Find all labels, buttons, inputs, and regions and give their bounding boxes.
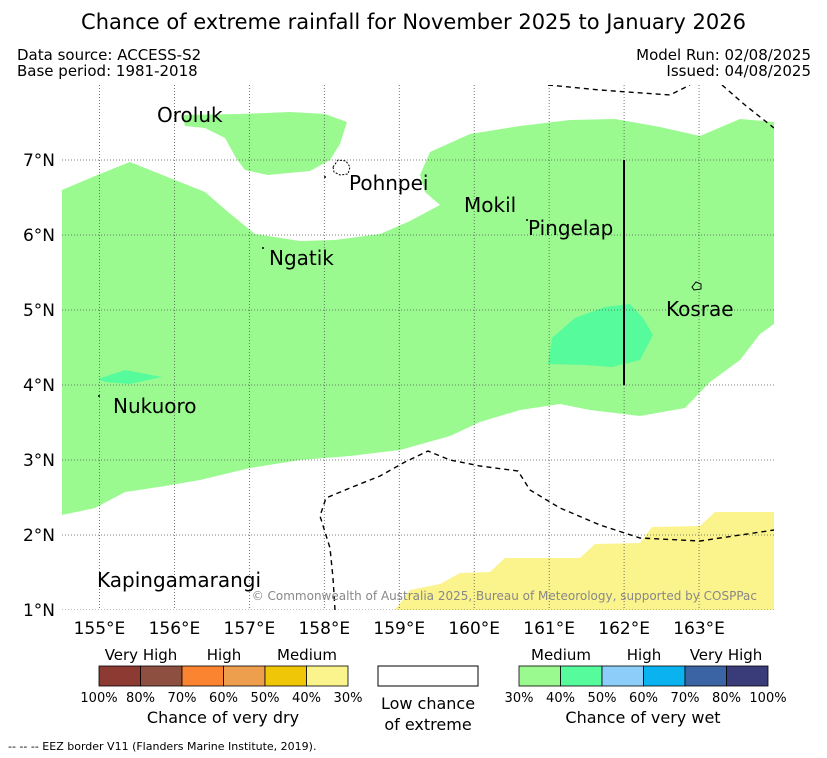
lat-tick-label: 5°N (23, 301, 55, 321)
model-run: Model Run: 02/08/2025 (636, 46, 811, 64)
place-label-pohnpei: Pohnpei (349, 171, 429, 195)
lat-tick-label: 4°N (23, 376, 55, 396)
dry-tick-label: 60% (209, 691, 238, 706)
dry-legend: Very High High Medium 100% 80% 70% 60% 50% 40… (80, 646, 362, 727)
wet-swatch (518, 665, 561, 687)
wet-swatch (601, 665, 644, 687)
dry-tick-label: 50% (251, 691, 280, 706)
wet-tick-label: 100% (749, 691, 786, 706)
pohnpei-island-outline (332, 159, 351, 176)
lat-tick-label: 7°N (23, 151, 55, 171)
legend-area: Very High High Medium 100% 80% 70% 60% 50% 40… (80, 646, 787, 734)
lon-tick-label: 156°E (149, 619, 201, 639)
pohnpei-islet (324, 176, 326, 178)
dry-tick-label: 70% (168, 691, 197, 706)
dry-heading-very-high: Very High (105, 646, 178, 664)
low-chance-legend: Low chance of extreme (377, 665, 479, 734)
lon-tick-label: 163°E (673, 619, 725, 639)
wet-legend: Medium High Very High 30% 40% 50% 60% 70% 80%… (505, 646, 787, 727)
place-label-nukuoro: Nukuoro (113, 394, 197, 418)
wet-medium-region-north (182, 112, 347, 175)
dry-tick-label: 100% (80, 691, 117, 706)
wet-swatch (684, 665, 727, 687)
place-label-pingelap: Pingelap (528, 216, 613, 240)
wet-swatch (560, 665, 603, 687)
dry-swatch (140, 665, 183, 687)
dry-swatch (264, 665, 307, 687)
lon-tick-label: 162°E (598, 619, 650, 639)
wet-tick-label: 30% (505, 691, 534, 706)
wet-heading-medium: Medium (531, 646, 591, 664)
dry-medium-region (395, 512, 774, 610)
wet-swatch (643, 665, 686, 687)
wet-tick-label: 80% (712, 691, 741, 706)
wet-tick-label: 60% (629, 691, 658, 706)
dry-tick-label: 40% (292, 691, 321, 706)
dry-tick-label: 80% (126, 691, 155, 706)
lat-tick-label: 2°N (23, 526, 55, 546)
lon-tick-label: 157°E (224, 619, 276, 639)
dry-heading-high: High (207, 646, 241, 664)
chart-title: Chance of extreme rainfall for November … (81, 10, 746, 34)
low-chance-line2: of extreme (384, 715, 471, 734)
wet-swatch (726, 665, 769, 687)
eez-border-north (547, 85, 774, 129)
base-period: Base period: 1981-2018 (17, 62, 198, 80)
lat-tick-label: 3°N (23, 451, 55, 471)
dry-heading-medium: Medium (277, 646, 337, 664)
pingelap-atoll (526, 219, 528, 221)
lon-tick-label: 158°E (298, 619, 350, 639)
place-label-kosrae: Kosrae (666, 297, 734, 321)
longitude-tick-labels: 155°E 156°E 157°E 158°E 159°E 160°E 161°E 162°E… (74, 619, 725, 639)
wet-tick-label: 70% (671, 691, 700, 706)
lon-tick-label: 161°E (523, 619, 575, 639)
wet-tick-label: 40% (546, 691, 575, 706)
wet-heading-high: High (627, 646, 661, 664)
rainfall-map: 155°E 156°E 157°E 158°E 159°E 160°E 161°E 162°E… (23, 85, 774, 639)
dry-legend-label: Chance of very dry (147, 708, 299, 727)
wet-high-region (548, 304, 653, 367)
kosrae-island-outline (691, 281, 702, 291)
wet-legend-label: Chance of very wet (565, 708, 720, 727)
data-source: Data source: ACCESS-S2 (17, 46, 202, 64)
dry-tick-label: 30% (334, 691, 363, 706)
wet-tick-label: 50% (588, 691, 617, 706)
lon-tick-label: 159°E (373, 619, 425, 639)
dry-swatch (306, 665, 349, 687)
eez-border (319, 450, 774, 610)
issued-date: Issued: 04/08/2025 (666, 62, 811, 80)
dry-swatch (223, 665, 266, 687)
eez-border-note: -- -- -- EEZ border V11 (Flanders Marine… (8, 740, 317, 753)
place-label-ngatik: Ngatik (269, 246, 334, 270)
low-chance-swatch (377, 665, 479, 687)
lat-tick-label: 6°N (23, 226, 55, 246)
place-label-mokil: Mokil (464, 193, 516, 217)
latitude-tick-labels: 1°N 2°N 3°N 4°N 5°N 6°N 7°N (23, 151, 55, 621)
lat-tick-label: 1°N (23, 601, 55, 621)
low-chance-line1: Low chance (381, 694, 475, 713)
dry-swatch (98, 665, 141, 687)
place-label-oroluk: Oroluk (157, 103, 223, 127)
copyright-notice: © Commonwealth of Australia 2025, Bureau… (252, 589, 757, 603)
place-label-kapingamarangi: Kapingamarangi (97, 568, 261, 592)
lon-tick-label: 155°E (74, 619, 126, 639)
dry-swatch (181, 665, 224, 687)
wet-high-region-west (98, 370, 162, 384)
lon-tick-label: 160°E (448, 619, 500, 639)
wet-heading-very-high: Very High (690, 646, 763, 664)
nukuoro-atoll (98, 395, 100, 397)
wet-medium-region (62, 119, 774, 515)
ngatik-atoll (262, 247, 264, 249)
